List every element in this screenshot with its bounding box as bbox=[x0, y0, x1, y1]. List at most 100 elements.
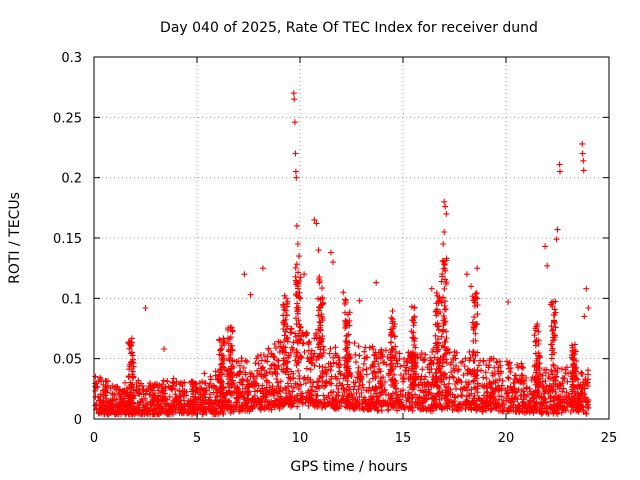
data-point bbox=[319, 294, 326, 301]
data-point bbox=[390, 323, 397, 330]
data-point bbox=[490, 393, 497, 400]
data-point bbox=[483, 394, 490, 401]
data-point bbox=[273, 397, 280, 404]
data-point bbox=[548, 341, 555, 348]
data-point bbox=[283, 312, 290, 319]
data-point bbox=[547, 375, 553, 382]
data-point bbox=[295, 293, 302, 300]
data-point bbox=[505, 374, 511, 381]
data-point bbox=[147, 383, 154, 390]
data-point bbox=[487, 356, 493, 362]
data-point bbox=[406, 398, 413, 405]
data-point bbox=[554, 395, 561, 402]
data-point bbox=[315, 312, 322, 319]
data-point bbox=[330, 259, 336, 266]
data-point bbox=[313, 220, 320, 227]
data-point bbox=[569, 402, 575, 409]
data-point bbox=[371, 352, 378, 359]
data-point bbox=[305, 388, 312, 395]
data-point bbox=[176, 387, 183, 394]
data-point bbox=[398, 372, 404, 378]
data-point bbox=[549, 327, 556, 334]
data-point bbox=[389, 404, 396, 411]
data-point bbox=[391, 371, 397, 378]
data-point bbox=[333, 360, 340, 367]
data-point bbox=[183, 392, 189, 399]
data-point bbox=[270, 401, 277, 407]
data-point bbox=[443, 255, 450, 262]
data-point bbox=[373, 279, 380, 286]
data-point bbox=[479, 397, 486, 404]
data-point bbox=[470, 348, 477, 355]
data-point bbox=[210, 382, 217, 389]
data-point bbox=[582, 375, 589, 382]
data-point bbox=[579, 150, 586, 157]
data-point bbox=[319, 317, 326, 324]
data-point bbox=[443, 210, 450, 217]
data-point bbox=[110, 397, 116, 404]
data-point bbox=[313, 384, 320, 391]
data-point bbox=[585, 305, 592, 311]
data-point bbox=[557, 381, 564, 388]
data-point bbox=[301, 271, 308, 278]
data-point bbox=[536, 360, 543, 366]
data-point bbox=[142, 305, 149, 311]
data-point bbox=[498, 408, 505, 415]
data-point bbox=[406, 404, 413, 411]
data-point bbox=[535, 350, 542, 357]
data-point bbox=[433, 366, 440, 373]
data-point bbox=[287, 329, 294, 336]
data-point bbox=[400, 362, 407, 369]
data-point bbox=[233, 358, 240, 365]
data-point bbox=[539, 408, 546, 415]
data-point bbox=[396, 350, 403, 357]
data-point bbox=[485, 401, 492, 408]
data-point bbox=[470, 378, 477, 385]
data-point bbox=[225, 325, 232, 332]
data-point bbox=[569, 354, 576, 361]
x-tick-label: 20 bbox=[498, 431, 515, 446]
data-point bbox=[472, 294, 479, 301]
data-point bbox=[450, 365, 457, 372]
data-point bbox=[408, 395, 415, 401]
data-point bbox=[396, 396, 403, 403]
data-point bbox=[228, 406, 235, 413]
data-point bbox=[317, 326, 324, 333]
data-point bbox=[472, 330, 479, 337]
data-point bbox=[111, 391, 118, 398]
data-point bbox=[124, 408, 131, 415]
data-point bbox=[571, 347, 578, 354]
data-point bbox=[434, 348, 441, 355]
data-point bbox=[387, 351, 394, 358]
data-point bbox=[292, 168, 299, 175]
data-point bbox=[470, 357, 477, 364]
data-point bbox=[142, 403, 149, 410]
data-point bbox=[328, 363, 335, 370]
data-point bbox=[518, 372, 525, 379]
data-point bbox=[585, 367, 592, 374]
data-point bbox=[130, 368, 136, 375]
data-point bbox=[207, 400, 214, 407]
data-point bbox=[217, 376, 224, 383]
data-point bbox=[333, 401, 340, 408]
data-point bbox=[284, 394, 291, 401]
data-point bbox=[356, 297, 363, 304]
data-point bbox=[280, 368, 287, 375]
data-point bbox=[274, 365, 281, 372]
data-point bbox=[144, 411, 151, 417]
data-point bbox=[139, 397, 146, 404]
data-point bbox=[583, 285, 590, 292]
data-point bbox=[443, 402, 450, 409]
data-point bbox=[101, 392, 107, 399]
data-point bbox=[529, 391, 536, 398]
data-point bbox=[294, 403, 301, 410]
data-point bbox=[258, 365, 264, 372]
data-point bbox=[305, 374, 311, 381]
data-point bbox=[476, 395, 483, 402]
data-point bbox=[236, 362, 243, 369]
data-point bbox=[434, 320, 441, 327]
data-point bbox=[326, 379, 333, 386]
data-point bbox=[371, 386, 378, 393]
data-point bbox=[363, 371, 370, 378]
data-point bbox=[433, 308, 440, 315]
